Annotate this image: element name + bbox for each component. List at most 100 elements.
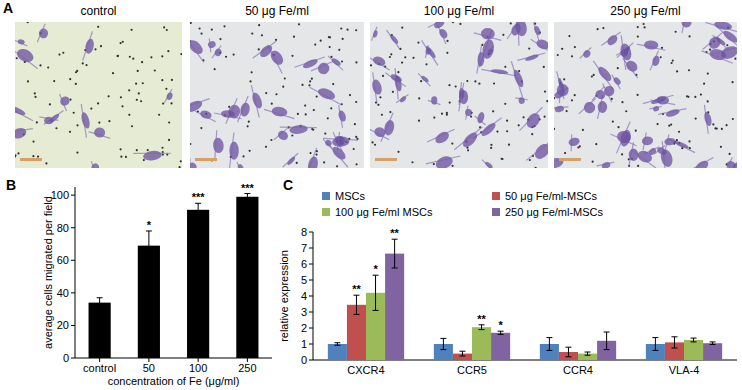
pore (621, 153, 623, 155)
pore (397, 151, 399, 153)
x-tick-label: VLA-4 (669, 364, 700, 376)
scale-bar (375, 158, 397, 161)
pore (529, 159, 531, 161)
cell-process (555, 71, 566, 99)
cell-process (725, 157, 732, 168)
y-tick (309, 232, 313, 233)
y-tick (309, 264, 313, 265)
pore (304, 104, 306, 106)
pore (69, 131, 71, 133)
pore (275, 39, 277, 41)
pore (132, 58, 134, 60)
pore (518, 124, 520, 126)
image-bg (370, 22, 548, 168)
pore (508, 144, 510, 146)
image-title: 50 μg Fe/ml (245, 4, 309, 18)
pore (374, 144, 376, 146)
pore (501, 158, 503, 160)
significance: *** (192, 191, 206, 203)
cell-process (526, 135, 548, 165)
x-tick-label: CCR4 (563, 364, 593, 376)
cell-process (370, 56, 391, 70)
cell (664, 137, 676, 146)
error-cap (498, 334, 504, 335)
x-tick-label: 250 (238, 362, 256, 374)
error-cap (373, 310, 379, 311)
pore (490, 147, 492, 149)
legend-label: 50 μg Fe/ml-MSCs (505, 190, 597, 202)
pore (725, 124, 727, 126)
bar (236, 197, 258, 358)
pore (200, 127, 202, 129)
pore (180, 160, 182, 162)
cell-process (194, 111, 217, 122)
image-title: 100 μg Fe/ml (424, 4, 494, 18)
y-tick (71, 227, 75, 228)
cell (212, 137, 224, 153)
cell (582, 49, 592, 59)
error-cap (459, 356, 465, 357)
pore (129, 56, 131, 58)
pore (676, 70, 678, 72)
significance: *** (241, 182, 255, 194)
pore (433, 163, 435, 165)
pore (315, 153, 317, 155)
pore (557, 54, 559, 56)
pore (425, 63, 427, 65)
error-cap (691, 341, 697, 342)
error-cap (604, 332, 610, 333)
pore (672, 59, 674, 61)
cell-process (508, 61, 526, 97)
error-cap (652, 337, 658, 338)
cell-process (212, 130, 220, 161)
pore (97, 102, 99, 104)
y-axis (75, 187, 76, 358)
error-bar (373, 275, 379, 310)
cell (286, 156, 296, 166)
error-cap (146, 260, 152, 261)
cell-process (381, 111, 393, 142)
cell-process (263, 109, 295, 118)
pore (617, 126, 619, 128)
pore (412, 57, 414, 59)
error-bar (604, 332, 610, 350)
error-bar (97, 298, 103, 308)
pore (251, 32, 253, 34)
pore (168, 121, 170, 123)
error-cap (334, 345, 340, 346)
pore (564, 152, 566, 154)
pore (223, 25, 225, 27)
pore (136, 149, 138, 151)
cell-process (529, 39, 548, 53)
pore (349, 94, 351, 96)
image-bg (190, 22, 364, 168)
cell-process (164, 88, 172, 104)
pore (36, 121, 38, 123)
pore (332, 83, 334, 85)
cell-process (663, 134, 670, 149)
error-cap (691, 338, 697, 339)
cell-process (417, 73, 432, 86)
pore (15, 154, 17, 156)
pore (355, 136, 357, 138)
pore (637, 165, 639, 167)
cell-process (459, 83, 464, 112)
cell-process (56, 94, 71, 111)
micrograph (15, 22, 182, 168)
pore (675, 31, 677, 33)
error-cap (334, 342, 340, 343)
cell-process (15, 40, 28, 46)
pore (353, 148, 355, 150)
scale-bar (20, 158, 42, 161)
cell-process (474, 33, 502, 40)
pore (39, 64, 41, 66)
pore (474, 80, 476, 82)
cell-process (580, 46, 592, 61)
pore (167, 50, 169, 52)
panel-label: C (283, 177, 293, 193)
error-stem (606, 332, 607, 350)
pore (178, 166, 180, 168)
cell-process (190, 36, 208, 63)
pore (94, 48, 96, 50)
pore (370, 64, 372, 66)
